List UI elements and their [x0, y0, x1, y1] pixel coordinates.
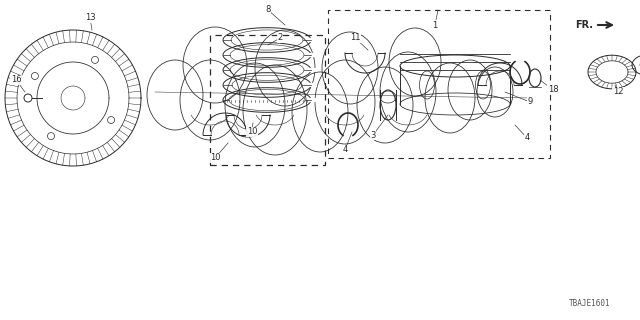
Text: 4: 4 — [342, 146, 348, 155]
Text: FR.: FR. — [575, 20, 593, 30]
Text: 16: 16 — [11, 76, 21, 84]
Text: 13: 13 — [84, 13, 95, 22]
Bar — [210, 35, 325, 165]
Text: 4: 4 — [524, 133, 530, 142]
Text: 3: 3 — [371, 131, 376, 140]
Text: 1: 1 — [433, 20, 438, 29]
Text: 2: 2 — [277, 34, 283, 43]
Text: 8: 8 — [266, 5, 271, 14]
Text: 10: 10 — [210, 154, 220, 163]
Text: 11: 11 — [349, 34, 360, 43]
Text: 10: 10 — [247, 127, 257, 137]
Text: 18: 18 — [548, 85, 558, 94]
Text: TBAJE1601: TBAJE1601 — [569, 299, 611, 308]
Bar — [328, 10, 550, 158]
Text: 12: 12 — [612, 87, 623, 97]
Text: 9: 9 — [527, 98, 532, 107]
